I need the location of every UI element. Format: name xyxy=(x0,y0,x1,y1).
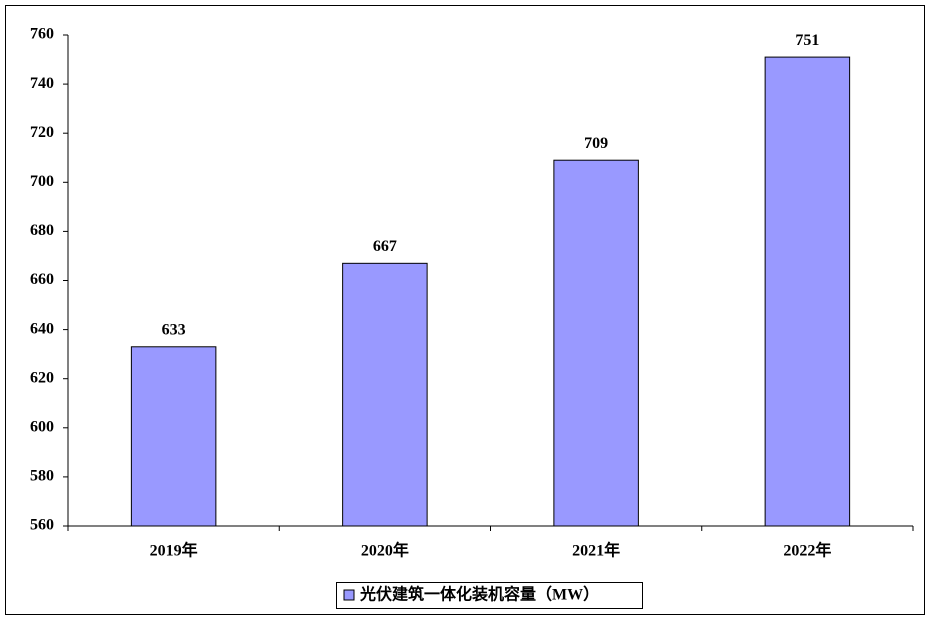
y-tick-label: 600 xyxy=(30,418,54,435)
value-label: 751 xyxy=(795,32,819,49)
y-tick-label: 760 xyxy=(30,26,54,43)
y-tick-label: 640 xyxy=(30,320,54,337)
value-label: 709 xyxy=(584,135,608,152)
y-tick-label: 720 xyxy=(30,124,54,141)
bar xyxy=(342,262,428,527)
y-tick-label: 580 xyxy=(30,468,54,485)
y-tick-label: 680 xyxy=(30,222,54,239)
y-tick-label: 700 xyxy=(30,173,54,190)
y-tick-label: 660 xyxy=(30,271,54,288)
y-tick-label: 560 xyxy=(30,517,54,534)
value-label: 633 xyxy=(162,321,186,338)
bar xyxy=(553,159,639,527)
y-tick-label: 620 xyxy=(30,369,54,386)
legend-swatch xyxy=(343,589,355,601)
legend-label: 光伏建筑一体化装机容量（MW） xyxy=(359,585,599,604)
x-tick-label: 2021年 xyxy=(572,541,620,560)
x-tick-label: 2019年 xyxy=(150,541,198,560)
bar xyxy=(764,56,851,527)
bar xyxy=(130,346,217,527)
y-tick-label: 740 xyxy=(30,75,54,92)
value-label: 667 xyxy=(373,238,397,255)
legend-box xyxy=(336,582,643,609)
legend xyxy=(336,582,643,609)
x-tick-label: 2020年 xyxy=(361,541,409,560)
x-tick-label: 2022年 xyxy=(783,541,831,560)
